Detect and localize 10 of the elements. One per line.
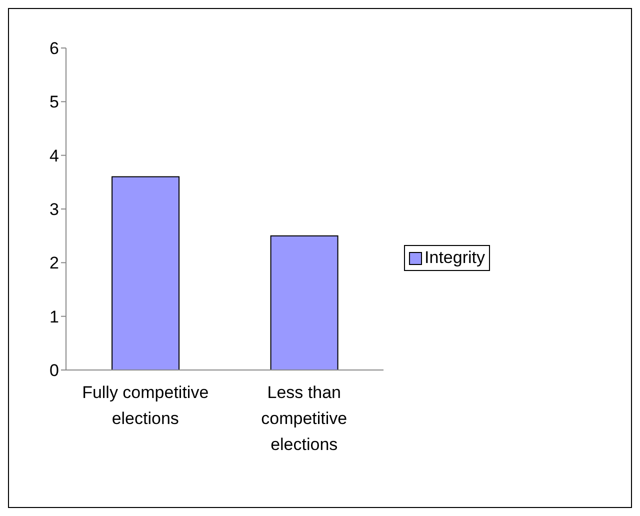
y-tick-label: 4 bbox=[50, 146, 59, 166]
y-tick-label: 2 bbox=[50, 254, 59, 273]
y-tick-label: 1 bbox=[50, 307, 59, 326]
x-tick-label: Fully competitive elections bbox=[82, 383, 209, 428]
y-tick-label: 0 bbox=[50, 361, 59, 380]
x-tick-label: Less than competitive elections bbox=[261, 383, 348, 454]
y-tick-label: 3 bbox=[50, 200, 59, 220]
legend-label: Integrity bbox=[424, 248, 485, 268]
y-tick-label: 6 bbox=[50, 39, 59, 58]
y-tick-label: 5 bbox=[50, 92, 59, 112]
